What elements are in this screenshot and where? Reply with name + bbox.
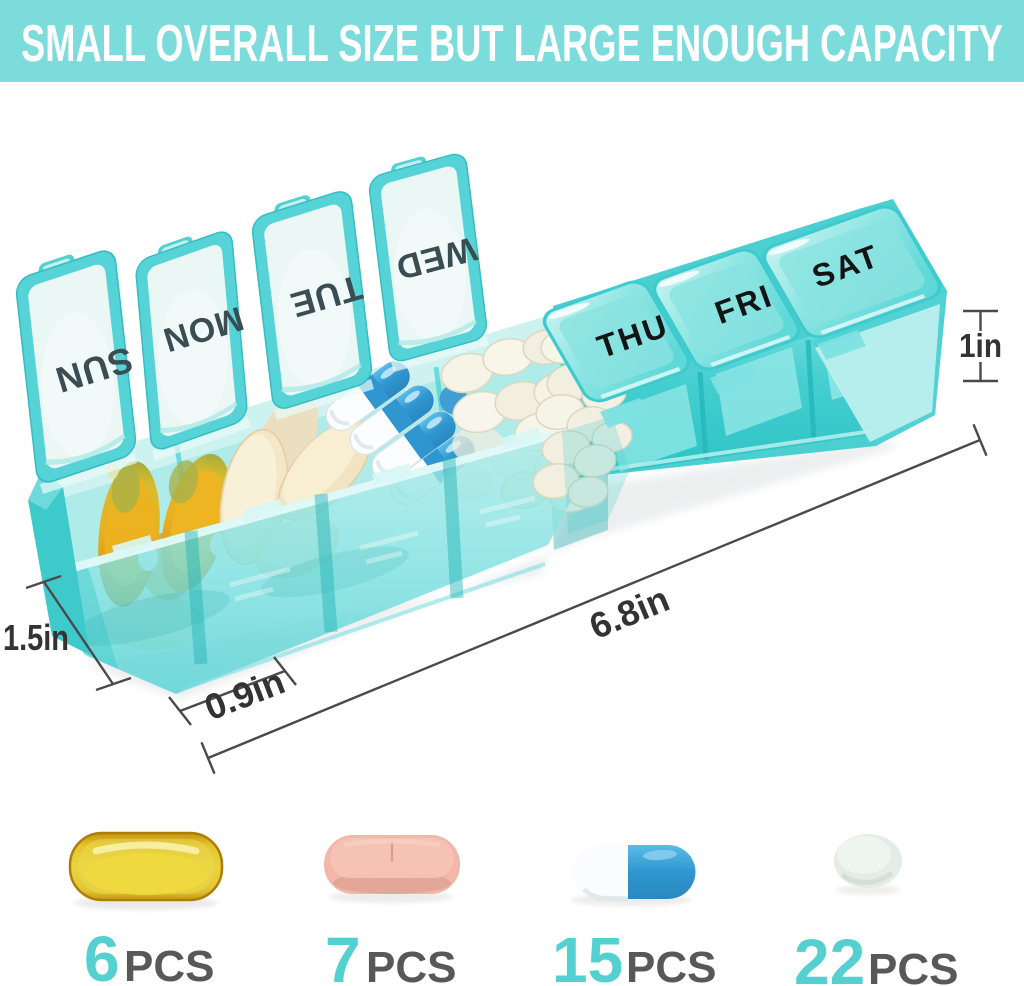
svg-text:6: 6 [84, 923, 120, 986]
svg-text:15: 15 [552, 924, 623, 986]
svg-text:PCS: PCS [124, 942, 214, 986]
svg-text:1.5in: 1.5in [3, 617, 69, 658]
svg-text:1in: 1in [959, 327, 1002, 364]
svg-text:PCS: PCS [868, 945, 958, 986]
svg-text:PCS: PCS [366, 943, 456, 986]
svg-text:22: 22 [794, 926, 865, 986]
svg-text:7: 7 [325, 924, 361, 986]
svg-text:PCS: PCS [626, 943, 716, 986]
svg-text:SMALL OVERALL SIZE BUT LARGE E: SMALL OVERALL SIZE BUT LARGE ENOUGH CAPA… [21, 15, 1003, 73]
